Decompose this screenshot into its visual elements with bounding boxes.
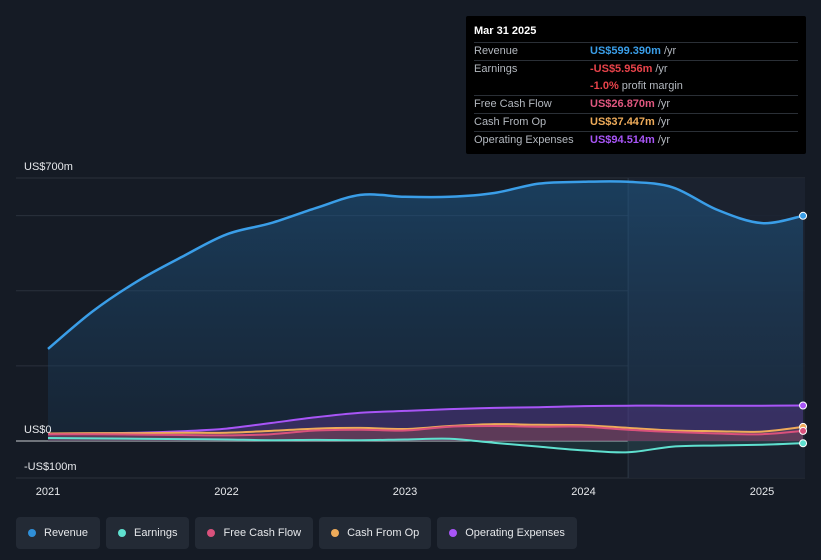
operating-expenses-end-point xyxy=(799,401,808,410)
legend-label: Revenue xyxy=(44,527,89,539)
tooltip-panel: Mar 31 2025 Revenue US$599.390m/yr Earning… xyxy=(466,16,806,154)
legend-item-cash-from-op[interactable]: Cash From Op xyxy=(319,517,432,549)
y-axis-label-zero: US$0 xyxy=(24,424,52,436)
tooltip-row: Earnings -US$5.956m/yr xyxy=(474,60,798,78)
y-axis-label-top: US$700m xyxy=(24,161,73,173)
tooltip-row: Cash From Op US$37.447m/yr xyxy=(474,113,798,131)
legend-label: Earnings xyxy=(134,527,178,539)
tooltip-row-label: Earnings xyxy=(474,63,518,75)
x-tick-label: 2022 xyxy=(214,486,238,498)
tooltip-row-unit: /yr xyxy=(657,98,671,110)
free-cash-flow-line xyxy=(48,424,804,437)
legend-label: Free Cash Flow xyxy=(223,527,302,539)
tooltip-row: -1.0% profit margin xyxy=(474,78,798,95)
legend-item-earnings[interactable]: Earnings xyxy=(106,517,190,549)
tooltip-row-value: -US$5.956m xyxy=(590,63,653,75)
tooltip-row-value: US$26.870m xyxy=(590,98,655,110)
x-tick-label: 2024 xyxy=(571,486,595,498)
legend-dot-icon xyxy=(449,529,458,537)
legend-label: Cash From Op xyxy=(347,527,420,539)
legend-dot-icon xyxy=(28,529,36,537)
x-tick-label: 2023 xyxy=(393,486,417,498)
tooltip-row-value: -1.0% xyxy=(590,80,619,92)
tooltip-row-unit: /yr xyxy=(655,63,668,75)
tooltip-row-unit: profit margin xyxy=(621,80,683,92)
tooltip-row-label: Cash From Op xyxy=(474,116,547,128)
y-axis-label-bottom: -US$100m xyxy=(24,461,77,473)
tooltip-row-value: US$599.390m xyxy=(590,45,661,57)
tooltip-row-unit: /yr xyxy=(663,45,677,57)
legend-item-operating-expenses[interactable]: Operating Expenses xyxy=(437,517,577,549)
tooltip-row-label: Free Cash Flow xyxy=(474,98,552,110)
x-tick-label: 2025 xyxy=(750,486,774,498)
legend: Revenue Earnings Free Cash Flow Cash From O… xyxy=(16,517,577,549)
tooltip-row-value: US$37.447m xyxy=(590,116,655,128)
legend-item-revenue[interactable]: Revenue xyxy=(16,517,101,549)
revenue-end-point xyxy=(799,211,808,220)
legend-dot-icon xyxy=(118,529,127,537)
tooltip-row-unit: /yr xyxy=(657,134,671,146)
tooltip-row: Free Cash Flow US$26.870m/yr xyxy=(474,95,798,113)
cash-from-op-line xyxy=(47,423,804,435)
tooltip-row-label: Revenue xyxy=(474,45,519,57)
revenue-area xyxy=(48,181,804,441)
earnings-end-point xyxy=(799,439,808,448)
free-cash-flow-end-point xyxy=(799,426,808,435)
revenue-line xyxy=(47,180,804,350)
legend-dot-icon xyxy=(207,529,216,537)
tooltip-row: Operating Expenses US$94.514m/yr xyxy=(474,131,798,149)
legend-label: Operating Expenses xyxy=(465,527,565,539)
x-tick-label: 2021 xyxy=(36,486,60,498)
tooltip-row: Revenue US$599.390m/yr xyxy=(474,42,798,60)
earnings-area xyxy=(48,438,804,453)
tooltip-row-value: US$94.514m xyxy=(590,134,655,146)
legend-dot-icon xyxy=(331,529,340,537)
legend-item-free-cash-flow[interactable]: Free Cash Flow xyxy=(195,517,314,549)
earnings-line xyxy=(47,437,804,454)
tooltip-row-label: Operating Expenses xyxy=(474,134,574,146)
tooltip-row-label xyxy=(474,78,590,95)
tooltip-date: Mar 31 2025 xyxy=(474,25,537,37)
chart-area: US$700m US$0 -US$100m 2021 2022 2023 2024 20… xyxy=(16,161,808,498)
tooltip-row-unit: /yr xyxy=(657,116,671,128)
operating-expenses-line xyxy=(47,404,804,436)
